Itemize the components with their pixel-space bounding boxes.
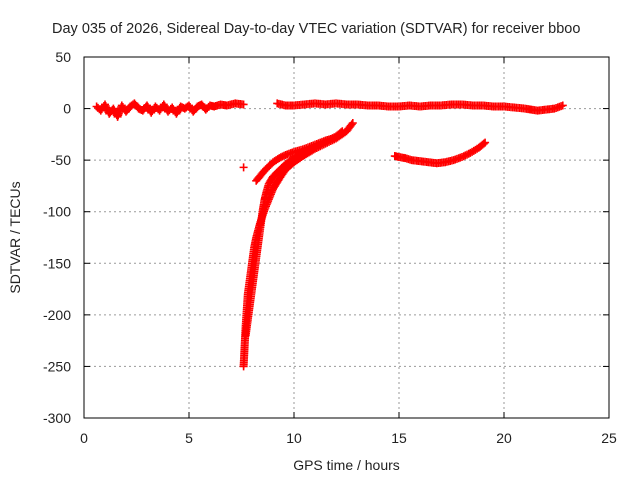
y-tick-label: -300: [43, 410, 71, 426]
data-point: [479, 139, 488, 148]
data-point: [348, 119, 357, 128]
data-point: [338, 127, 347, 136]
x-tick-label: 0: [80, 430, 88, 446]
y-tick-label: -200: [43, 307, 71, 323]
x-axis-label: GPS time / hours: [293, 457, 400, 473]
x-tick-label: 5: [185, 430, 193, 446]
x-tick-label: 25: [601, 430, 617, 446]
x-axis-ticks: 0 5 10 15 20 25: [80, 57, 617, 446]
y-tick-label: -100: [43, 204, 71, 220]
data-point: [558, 101, 567, 110]
y-axis-ticks: 50 0 -50 -100 -150 -200 -250 -300: [43, 49, 609, 426]
data-point: [239, 100, 248, 109]
grid-lines: [84, 57, 609, 418]
data-point: [332, 133, 340, 142]
y-tick-label: -250: [43, 358, 71, 374]
y-tick-label: -150: [43, 255, 71, 271]
data-point: [337, 128, 346, 137]
data-points: [92, 99, 567, 371]
data-point: [481, 138, 490, 147]
x-tick-label: 10: [286, 430, 302, 446]
data-point: [347, 120, 356, 129]
data-point: [239, 163, 248, 172]
x-tick-label: 15: [391, 430, 407, 446]
y-tick-label: 50: [55, 49, 71, 65]
y-tick-label: 0: [63, 101, 71, 117]
x-tick-label: 20: [496, 430, 512, 446]
plot-frame: [83, 56, 610, 419]
y-tick-label: -50: [51, 152, 71, 168]
y-axis-label: SDTVAR / TECUs: [7, 181, 23, 293]
chart-title: Day 035 of 2026, Sidereal Day-to-day VTE…: [52, 21, 580, 37]
